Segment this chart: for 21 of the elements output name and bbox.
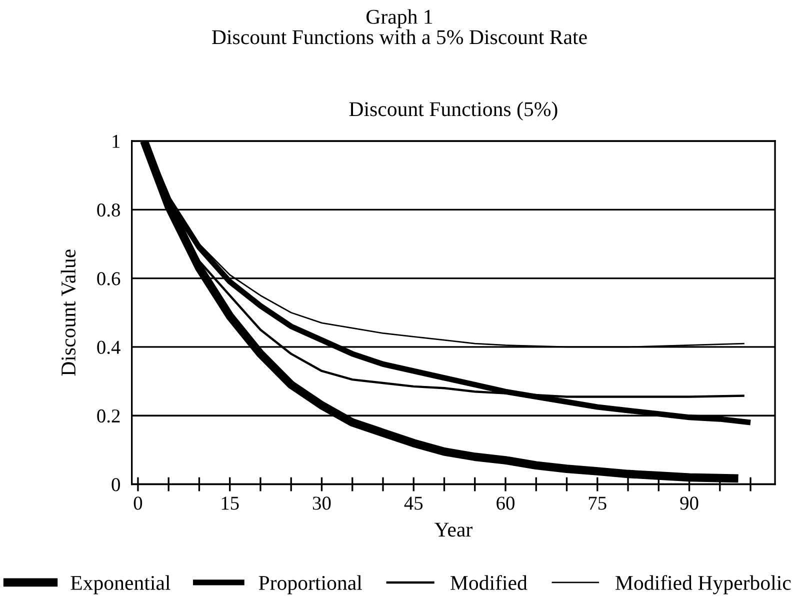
- legend-label: Exponential: [70, 575, 170, 594]
- y-tick-label: 0: [112, 478, 120, 492]
- legend-label: Proportional: [258, 575, 362, 594]
- x-axis-title: Year: [434, 522, 472, 537]
- x-tick-label: 30: [312, 496, 331, 510]
- x-tick-label: 45: [404, 496, 423, 510]
- x-tick-label: 75: [588, 496, 606, 510]
- y-tick-label: 0.2: [97, 409, 120, 423]
- y-axis-title: Discount Value: [60, 250, 76, 376]
- x-tick-label: 60: [496, 496, 514, 510]
- chart-title: Graph 1 Discount Functions with a 5% Discount Rate: [212, 9, 587, 44]
- x-tick-label: 0: [134, 496, 142, 510]
- y-tick-label: 0.4: [97, 340, 120, 354]
- legend-label: Modified: [450, 575, 528, 590]
- x-tick-label: 15: [222, 496, 239, 510]
- y-tick-label: 0.8: [97, 203, 120, 217]
- x-tick-label: 90: [680, 496, 698, 510]
- y-tick-label: 0.6: [97, 272, 120, 286]
- y-tick-label: 1: [112, 134, 120, 148]
- chart-subtitle: Discount Functions (5%): [349, 102, 558, 120]
- legend-label: Modified Hyperbolic: [616, 575, 791, 594]
